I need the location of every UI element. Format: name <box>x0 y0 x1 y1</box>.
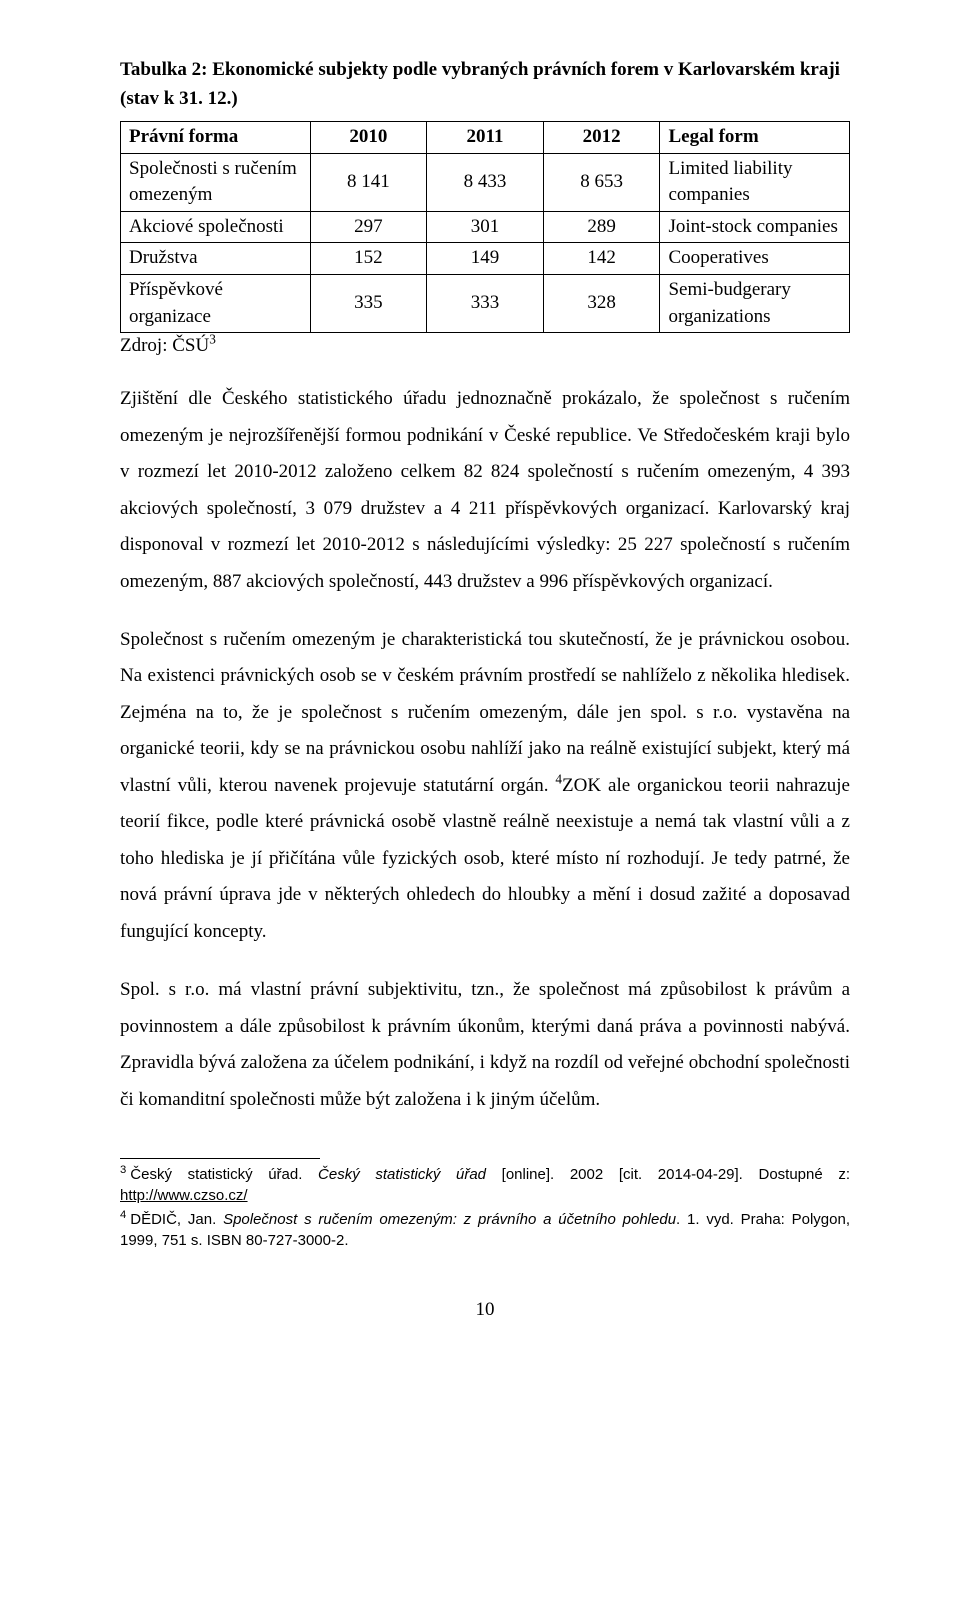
table-source: Zdroj: ČSÚ3 <box>120 335 850 357</box>
table-row: Příspěvkové organizace 335 333 328 Semi-… <box>121 274 850 332</box>
cell-name-en: Cooperatives <box>660 243 850 275</box>
col-header-2012: 2012 <box>543 122 660 154</box>
source-footnote-ref: 3 <box>209 332 216 347</box>
paragraph-2: Společnost s ručením omezeným je charakt… <box>120 622 850 950</box>
page-number: 10 <box>120 1299 850 1321</box>
cell-name-cz: Družstva <box>121 243 311 275</box>
source-label: Zdroj: ČSÚ <box>120 335 209 356</box>
cell-value: 301 <box>427 211 544 243</box>
cell-name-cz: Příspěvkové organizace <box>121 274 311 332</box>
footnotes: 3 Český statistický úřad. Český statistic… <box>120 1163 850 1251</box>
table-row: Družstva 152 149 142 Cooperatives <box>121 243 850 275</box>
footnote-link[interactable]: http://www.czso.cz/ <box>120 1187 248 1204</box>
footnote-text: DĚDIČ, Jan. <box>130 1211 223 1228</box>
col-header-2011: 2011 <box>427 122 544 154</box>
table-caption: Tabulka 2: Ekonomické subjekty podle vyb… <box>120 56 850 113</box>
footnote-number: 3 <box>120 1164 126 1176</box>
table-header-row: Právní forma 2010 2011 2012 Legal form <box>121 122 850 154</box>
page: Tabulka 2: Ekonomické subjekty podle vyb… <box>0 0 960 1381</box>
table-row: Akciové společnosti 297 301 289 Joint-st… <box>121 211 850 243</box>
cell-value: 8 653 <box>543 153 660 211</box>
footnote-3: 3 Český statistický úřad. Český statistic… <box>120 1163 850 1206</box>
paragraph-1: Zjištění dle Českého statistického úřadu… <box>120 381 850 600</box>
cell-value: 8 141 <box>310 153 427 211</box>
cell-name-cz: Akciové společnosti <box>121 211 311 243</box>
paragraph-2-pre: Společnost s ručením omezeným je charakt… <box>120 629 850 796</box>
footnote-italic: Český statistický úřad <box>318 1166 502 1183</box>
footnote-number: 4 <box>120 1209 126 1221</box>
footnote-italic: Společnost s ručením omezeným: z právníh… <box>223 1211 676 1228</box>
cell-value: 149 <box>427 243 544 275</box>
cell-value: 289 <box>543 211 660 243</box>
footnote-separator <box>120 1158 320 1159</box>
col-header-legal-form-en: Legal form <box>660 122 850 154</box>
cell-value: 328 <box>543 274 660 332</box>
table-row: Společnosti s ručením omezeným 8 141 8 4… <box>121 153 850 211</box>
footnote-4: 4 DĚDIČ, Jan. Společnost s ručením omezen… <box>120 1208 850 1251</box>
footnote-text: Český statistický úřad. <box>130 1166 318 1183</box>
cell-value: 142 <box>543 243 660 275</box>
cell-name-en: Limited liability companies <box>660 153 850 211</box>
paragraph-2-post: ZOK ale organickou teorii nahrazuje teor… <box>120 775 850 942</box>
cell-value: 335 <box>310 274 427 332</box>
cell-value: 8 433 <box>427 153 544 211</box>
cell-value: 297 <box>310 211 427 243</box>
cell-value: 152 <box>310 243 427 275</box>
cell-name-cz: Společnosti s ručením omezeným <box>121 153 311 211</box>
cell-name-en: Joint-stock companies <box>660 211 850 243</box>
legal-forms-table: Právní forma 2010 2011 2012 Legal form S… <box>120 121 850 333</box>
col-header-2010: 2010 <box>310 122 427 154</box>
col-header-legal-form-cz: Právní forma <box>121 122 311 154</box>
footnote-text: [online]. 2002 [cit. 2014-04-29]. Dostup… <box>502 1166 850 1183</box>
cell-value: 333 <box>427 274 544 332</box>
cell-name-en: Semi-budgerary organizations <box>660 274 850 332</box>
paragraph-3: Spol. s r.o. má vlastní právní subjektiv… <box>120 972 850 1118</box>
